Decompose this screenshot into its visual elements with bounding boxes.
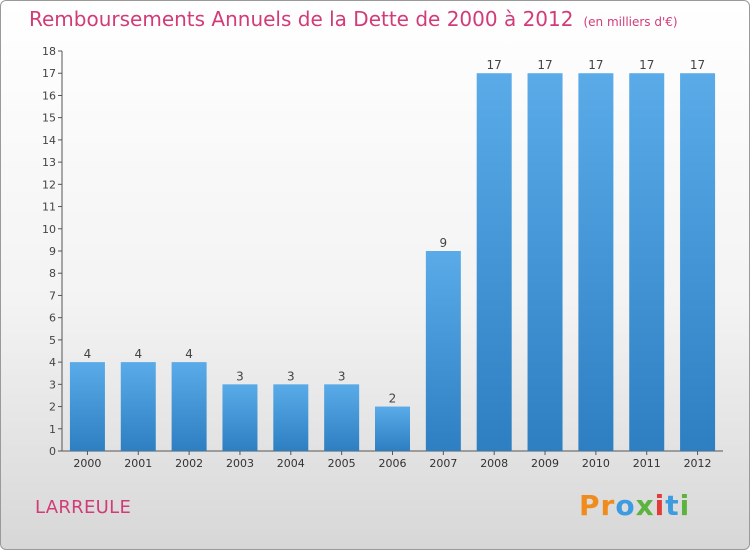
- data-label: 3: [287, 369, 295, 383]
- data-label: 17: [639, 58, 654, 72]
- data-label: 3: [236, 369, 244, 383]
- logo-letter: P: [579, 489, 601, 522]
- x-tick-label: 2009: [531, 457, 559, 470]
- bar: [527, 73, 563, 451]
- bar: [273, 384, 309, 451]
- bar: [476, 73, 512, 451]
- y-tick-label: 12: [42, 178, 56, 191]
- x-tick-label: 2003: [226, 457, 254, 470]
- y-tick-label: 15: [42, 112, 56, 125]
- y-tick-label: 14: [42, 134, 56, 147]
- bar: [120, 362, 156, 451]
- x-tick-label: 2001: [124, 457, 152, 470]
- x-tick-label: 2008: [480, 457, 508, 470]
- x-tick-label: 2000: [73, 457, 101, 470]
- y-tick-label: 3: [49, 378, 56, 391]
- bar: [680, 73, 716, 451]
- chart-title: Remboursements Annuels de la Dette de 20…: [29, 7, 574, 31]
- data-labels: 4 4 4 3 3 3 2 9 17 17 17 17 17: [84, 58, 706, 405]
- data-label: 3: [338, 369, 346, 383]
- y-tick-label: 4: [49, 356, 56, 369]
- y-tick-label: 8: [49, 267, 56, 280]
- x-tick-label: 2004: [277, 457, 305, 470]
- x-tick-label: 2010: [582, 457, 610, 470]
- logo-letter: i: [679, 489, 691, 522]
- x-tick-label: 2005: [328, 457, 356, 470]
- y-tick-label: 17: [42, 67, 56, 80]
- bar: [375, 406, 410, 451]
- y-tick-label: 16: [42, 89, 56, 102]
- x-tick-label: 2007: [429, 457, 457, 470]
- y-tick-label: 7: [49, 289, 56, 302]
- commune-name: LARREULE: [35, 497, 132, 518]
- bar: [578, 73, 614, 451]
- y-tick-label: 11: [42, 201, 56, 214]
- x-tick-label: 2006: [379, 457, 407, 470]
- bar: [222, 384, 258, 451]
- y-tick-label: 6: [49, 312, 56, 325]
- bar: [425, 251, 461, 451]
- y-tick-label: 18: [42, 45, 56, 58]
- chart-title-block: Remboursements Annuels de la Dette de 20…: [29, 7, 678, 31]
- data-label: 2: [389, 392, 397, 406]
- y-tick-label: 10: [42, 223, 56, 236]
- bar: [324, 384, 360, 451]
- logo-letter: t: [665, 489, 680, 522]
- x-tick-label: 2011: [633, 457, 661, 470]
- data-label: 9: [440, 236, 448, 250]
- data-label: 17: [588, 58, 603, 72]
- data-label: 17: [537, 58, 552, 72]
- bars: [69, 73, 716, 451]
- data-label: 4: [84, 347, 92, 361]
- data-label: 4: [185, 347, 193, 361]
- y-tick-label: 13: [42, 156, 56, 169]
- y-tick-label: 5: [49, 334, 56, 347]
- logo-letter: x: [635, 489, 655, 522]
- y-tick-label: 9: [49, 245, 56, 258]
- bar: [69, 362, 105, 451]
- logo-letter: r: [600, 489, 616, 522]
- x-tick-label: 2012: [684, 457, 712, 470]
- y-tick-label: 1: [49, 423, 56, 436]
- logo-letter: o: [615, 489, 636, 522]
- x-tick-label: 2002: [175, 457, 203, 470]
- bar: [629, 73, 665, 451]
- logo-letter: i: [654, 489, 666, 522]
- proxiti-logo: Proxiti: [579, 489, 690, 522]
- chart-subtitle: (en milliers d'€): [583, 15, 678, 29]
- bar: [171, 362, 207, 451]
- y-tick-label: 0: [49, 445, 56, 458]
- y-tick-label: 2: [49, 401, 56, 414]
- data-label: 17: [690, 58, 705, 72]
- data-label: 4: [134, 347, 142, 361]
- data-label: 17: [487, 58, 502, 72]
